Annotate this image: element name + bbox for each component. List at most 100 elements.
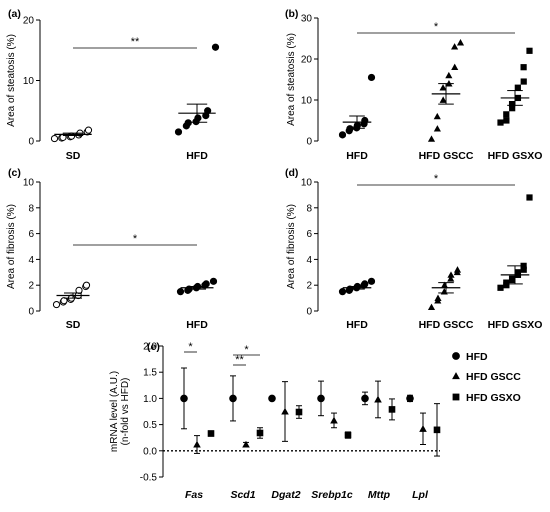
data-point bbox=[509, 105, 516, 112]
data-point bbox=[242, 440, 250, 448]
y-tick-label: 20 bbox=[23, 16, 35, 27]
category-label: HFD GSXO bbox=[488, 150, 543, 162]
significance-label: * bbox=[434, 21, 439, 33]
panel-a: (a) 0 10 20 Area of steatosis (%) SD HFD ** bbox=[6, 8, 220, 162]
significance-label: * bbox=[434, 173, 439, 185]
y-tick-label: 2 bbox=[28, 281, 34, 292]
data-point bbox=[503, 279, 510, 286]
data-point bbox=[497, 119, 504, 126]
gene-label: Dgat2 bbox=[271, 489, 300, 501]
y-tick-label: 10 bbox=[301, 178, 313, 189]
data-point bbox=[75, 286, 83, 294]
panel-label: (d) bbox=[285, 167, 298, 179]
data-point bbox=[202, 280, 210, 288]
y-tick-label: 0 bbox=[306, 307, 312, 318]
y-tick-label: 2 bbox=[306, 281, 312, 292]
significance-label: ** bbox=[131, 36, 140, 48]
data-point bbox=[209, 277, 218, 285]
data-point bbox=[520, 266, 527, 273]
category-label: HFD bbox=[346, 319, 368, 331]
data-point bbox=[82, 281, 91, 289]
y-tick-label: 8 bbox=[28, 203, 34, 214]
data-point bbox=[406, 394, 414, 403]
data-point bbox=[451, 63, 459, 71]
data-point bbox=[451, 43, 459, 50]
data-point bbox=[281, 407, 289, 415]
gene-label: Srebp1c bbox=[311, 489, 353, 501]
data-point bbox=[361, 394, 369, 403]
y-tick-label: 0.5 bbox=[143, 420, 157, 431]
legend-label: HFD GSXO bbox=[466, 392, 521, 404]
data-point bbox=[456, 39, 465, 46]
data-point bbox=[176, 288, 185, 296]
data-point bbox=[184, 119, 192, 127]
significance-label: * bbox=[188, 341, 193, 353]
data-point bbox=[453, 266, 462, 273]
data-point bbox=[204, 107, 212, 115]
data-point bbox=[514, 84, 521, 91]
y-tick-label: 0.0 bbox=[143, 446, 157, 457]
y-axis-label: mRNA level (A.U.) bbox=[109, 371, 120, 452]
y-tick-label: 2.0 bbox=[143, 342, 157, 353]
data-point bbox=[434, 294, 442, 301]
category-label: HFD bbox=[186, 319, 208, 331]
data-point bbox=[211, 43, 220, 51]
category-label: HFD GSCC bbox=[419, 319, 474, 331]
data-point bbox=[338, 288, 347, 296]
y-axis-label: Area of steatosis (%) bbox=[6, 34, 17, 127]
category-label: HFD bbox=[346, 150, 368, 162]
data-point bbox=[229, 394, 237, 403]
data-point bbox=[60, 297, 68, 305]
gene-label: Scd1 bbox=[230, 489, 255, 501]
y-tick-label: 1.0 bbox=[143, 394, 157, 405]
significance-label: * bbox=[133, 233, 138, 245]
data-point bbox=[295, 408, 303, 416]
data-point bbox=[440, 288, 448, 295]
panel-b: (b) 0 10 20 30 Area of steatosis (%) HFD HFD GS… bbox=[285, 8, 542, 162]
data-point bbox=[84, 126, 93, 134]
data-point bbox=[503, 111, 510, 118]
data-point bbox=[338, 131, 347, 139]
data-point bbox=[447, 275, 455, 282]
data-point bbox=[445, 71, 453, 79]
y-tick-label: 0 bbox=[306, 137, 312, 148]
y-tick-label: -0.5 bbox=[140, 473, 158, 484]
data-point bbox=[427, 135, 436, 142]
panel-c: (c) 0 2 4 6 8 10 Area of fibrosis (%) SD HFD * bbox=[6, 167, 218, 331]
data-point bbox=[427, 303, 436, 310]
panel-label: (a) bbox=[8, 8, 21, 20]
category-label: HFD GSXO bbox=[488, 319, 543, 331]
data-point bbox=[193, 440, 201, 448]
data-point bbox=[503, 117, 510, 124]
data-point bbox=[419, 424, 427, 432]
data-point bbox=[268, 394, 276, 403]
panel-d: (d) 0 2 4 6 8 10 Area of fibrosis (%) HFD HFD GSC… bbox=[285, 167, 542, 331]
y-tick-label: 0 bbox=[28, 307, 34, 318]
data-point bbox=[508, 275, 516, 282]
y-tick-label: 10 bbox=[23, 178, 35, 189]
data-point bbox=[174, 128, 183, 136]
panel-label: (e) bbox=[147, 341, 160, 353]
data-point bbox=[180, 394, 188, 403]
y-axis-label: Area of fibrosis (%) bbox=[6, 204, 17, 289]
y-axis-label: Area of fibrosis (%) bbox=[286, 204, 297, 289]
data-point bbox=[433, 125, 441, 132]
gene-label: Fas bbox=[185, 489, 203, 501]
gene-label: Lpl bbox=[412, 489, 429, 501]
y-tick-label: 0 bbox=[28, 137, 34, 148]
data-point bbox=[50, 134, 59, 143]
significance-label: ** bbox=[235, 354, 244, 366]
y-tick-label: 4 bbox=[306, 255, 312, 266]
data-point bbox=[433, 426, 441, 434]
data-point bbox=[520, 64, 527, 71]
legend-label: HFD bbox=[466, 351, 488, 363]
data-point bbox=[256, 429, 264, 437]
category-label: HFD GSCC bbox=[419, 150, 474, 162]
gene-label: Mttp bbox=[368, 489, 391, 501]
y-tick-label: 10 bbox=[23, 76, 35, 87]
y-tick-label: 6 bbox=[306, 229, 312, 240]
y-axis-label: Area of steatosis (%) bbox=[286, 33, 297, 126]
data-point bbox=[52, 300, 61, 309]
legend-marker bbox=[452, 393, 460, 401]
data-point bbox=[514, 269, 521, 276]
